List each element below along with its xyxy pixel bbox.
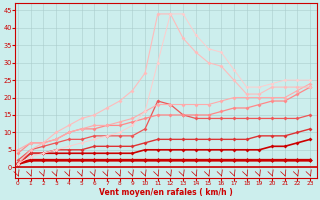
X-axis label: Vent moyen/en rafales ( km/h ): Vent moyen/en rafales ( km/h ) [99,188,233,197]
